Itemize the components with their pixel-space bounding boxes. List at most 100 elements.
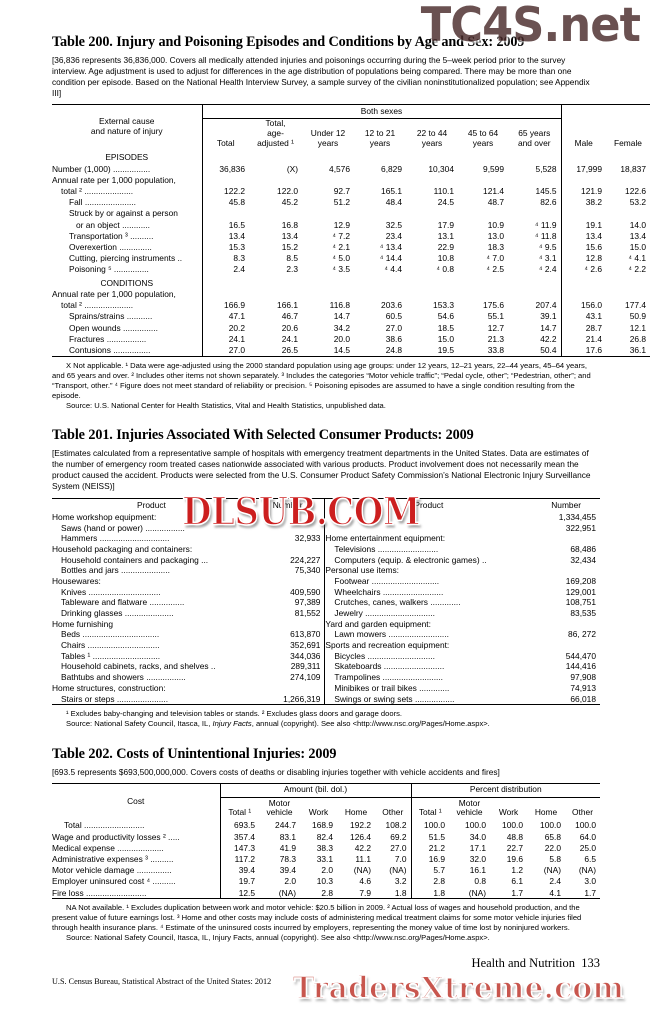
data-cell: 15.0 [629, 241, 646, 252]
cell-empty [249, 149, 302, 163]
data-cell: ⁴ 13.4 [379, 241, 402, 252]
data-cell: 100.0 [410, 818, 450, 832]
th-45-to-64: 45 to 64 years [458, 118, 508, 150]
product-value: 409,590 [290, 586, 321, 597]
data-cell: 192.2 [350, 820, 371, 831]
data-cell: 23.4 [385, 230, 402, 241]
table-row: Sprains/strains ........... 47.1 46.7 14.7 6… [52, 310, 650, 323]
product-value: 613,870 [290, 629, 321, 640]
product-label: Beds ................................. [61, 629, 160, 640]
data-cell: 46.7 [281, 311, 298, 322]
table-row: Motor vehicle damage ............... 39.4… [52, 864, 600, 876]
data-cell: 10.3 [316, 876, 333, 887]
data-cell: 1.8 [394, 887, 407, 898]
product-label: Home entertainment equipment: [324, 532, 533, 544]
data-cell: 13.4 [201, 230, 249, 242]
data-cell: ⁴ 2.5 [486, 264, 504, 275]
data-cell: 16.9 [410, 853, 450, 865]
table-row: Bathtubs and showers ................. 27… [52, 671, 600, 683]
data-cell: 48.4 [385, 197, 402, 208]
data-cell: 2.3 [286, 264, 298, 275]
data-cell: 82.6 [540, 197, 557, 208]
data-cell: 21.2 [410, 842, 450, 854]
product-label: Tableware and flatware ............... [61, 597, 185, 608]
product-value: 97,389 [294, 597, 321, 608]
product-value: 129,001 [565, 586, 596, 597]
product-value: 144,416 [565, 661, 596, 672]
data-cell: 38.3 [316, 842, 333, 853]
th-65-and-over: 65 years and over [508, 118, 561, 150]
product-label: Bathtubs and showers ................. [61, 672, 186, 683]
data-cell: 4.6 [359, 876, 371, 887]
data-cell: 27.0 [390, 842, 407, 853]
cell-empty [508, 275, 561, 289]
data-cell: 14.7 [333, 311, 350, 322]
data-cell: 12.1 [629, 322, 646, 333]
cell-empty [406, 288, 458, 299]
th-amt-total: Total ¹ [219, 796, 259, 819]
table-row: Hammers .............................. 32… [52, 532, 600, 544]
table-row: Fall ...................... 45.8 45.2 51.2 4… [52, 196, 650, 208]
data-cell: ⁴ 7.0 [486, 253, 504, 264]
row-label: Cutting, piercing instruments .. [69, 253, 183, 264]
cell-empty [458, 288, 508, 299]
cell-empty [354, 275, 406, 289]
data-cell: 51.2 [333, 197, 350, 208]
data-cell: ⁴ 2.4 [538, 264, 557, 275]
data-cell: ⁴ 3.1 [538, 253, 557, 264]
data-cell: 65.8 [544, 831, 562, 842]
th-amt-work: Work [300, 796, 337, 819]
product-value: 352,691 [290, 640, 321, 651]
th-number-right: Number [532, 497, 600, 512]
data-cell: 1.8 [410, 886, 450, 899]
cell-empty [302, 174, 354, 185]
row-label: or an object ............ [76, 219, 151, 230]
data-cell: 45.8 [201, 196, 249, 208]
product-label: Lawn mowers .......................... [324, 629, 533, 640]
data-cell: 100.0 [540, 820, 562, 831]
cell-empty [354, 149, 406, 163]
table-row: Fractures ................. 24.1 24.1 20.0 3… [52, 333, 650, 345]
cell-empty [508, 288, 561, 299]
data-cell: 54.6 [437, 311, 454, 322]
data-cell: 122.6 [625, 185, 646, 196]
th-female: Female [614, 137, 642, 148]
data-cell: 0.8 [474, 876, 487, 887]
th-product-right: Product [324, 497, 533, 512]
row-label: Transportation ³ .......... [69, 230, 154, 241]
data-cell: 14.0 [629, 219, 646, 230]
data-cell: ⁴ 2.1 [332, 241, 350, 252]
table-200-span-spacer [560, 104, 650, 119]
data-cell: 39.4 [219, 864, 259, 876]
table-row: Poisoning ⁵ ............... 2.4 2.3 ⁴ 3.5 ⁴ … [52, 263, 650, 275]
data-cell: ⁴ 14.4 [379, 253, 402, 264]
table-row: Household cabinets, racks, and shelves .… [52, 661, 600, 672]
table-202-stub-header: Cost [127, 795, 145, 806]
data-cell: (NA) [543, 865, 562, 876]
data-cell: 18,837 [620, 163, 646, 174]
data-cell: ⁴ 7.2 [332, 230, 350, 241]
product-label: Stairs or steps ...................... [61, 693, 169, 704]
data-cell: 69.2 [390, 831, 407, 842]
row-label: total ² ..................... [61, 185, 134, 196]
data-cell: ⁴ 11.9 [534, 219, 557, 230]
table-row: or an object ............ 16.5 16.8 12.9 32.… [52, 218, 650, 231]
product-value: 75,340 [294, 565, 321, 576]
data-cell: 24.8 [385, 345, 402, 355]
table-row: Household packaging and containers: Telev… [52, 543, 600, 555]
table-row: Home workshop equipment: 1,334,455 [52, 511, 600, 523]
data-cell: 13.4 [560, 230, 606, 242]
table-row: Bottles and jars ..................... 75… [52, 564, 600, 576]
data-cell: 45.2 [281, 197, 298, 208]
table-201-block: Table 201. Injuries Associated With Sele… [52, 427, 600, 729]
data-cell: 20.0 [333, 333, 350, 344]
table-201-headnote: [Estimates calculated from a representat… [52, 448, 591, 492]
product-value: 322,951 [565, 522, 596, 533]
table-202-title: Table 202. Costs of Unintentional Injuri… [52, 745, 337, 762]
data-cell: 166.9 [201, 299, 249, 311]
data-cell: 21.3 [487, 333, 504, 344]
data-cell: 19.1 [560, 218, 606, 231]
product-value: 108,751 [565, 597, 596, 608]
data-cell: 48.7 [487, 197, 504, 208]
table-row: Home furnishing Yard and garden equipment… [52, 618, 600, 630]
